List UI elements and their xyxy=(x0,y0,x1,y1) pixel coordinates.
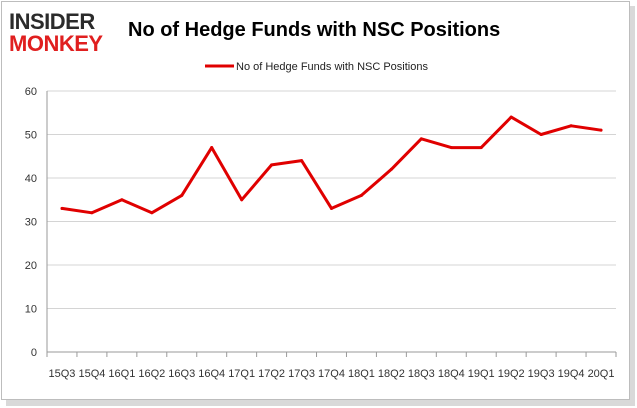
chart-title: No of Hedge Funds with NSC Positions xyxy=(128,19,500,41)
data-point xyxy=(240,198,244,202)
y-tick-label: 20 xyxy=(25,260,37,272)
data-point xyxy=(449,146,453,150)
legend: No of Hedge Funds with NSC Positions xyxy=(205,61,428,73)
chart-border xyxy=(1,1,630,400)
data-point xyxy=(210,146,214,150)
x-tick-label: 18Q2 xyxy=(378,368,405,380)
x-tick-label: 15Q3 xyxy=(49,368,76,380)
y-tick-label: 50 xyxy=(25,130,37,142)
data-point xyxy=(509,115,513,119)
data-point xyxy=(569,124,573,128)
x-tick-label: 17Q4 xyxy=(318,368,345,380)
x-tick-label: 20Q1 xyxy=(588,368,615,380)
plot-grid xyxy=(47,90,616,353)
x-tick-label: 19Q1 xyxy=(468,368,495,380)
data-point xyxy=(479,146,483,150)
x-tick-label: 16Q4 xyxy=(198,368,225,380)
logo-line-1: INSIDER xyxy=(9,9,95,34)
data-point xyxy=(60,206,64,210)
data-point xyxy=(180,193,184,197)
data-point xyxy=(419,137,423,141)
data-point xyxy=(359,193,363,197)
x-tick-label: 16Q3 xyxy=(168,368,195,380)
x-tick-label: 17Q2 xyxy=(258,368,285,380)
x-tick-label: 17Q1 xyxy=(228,368,255,380)
y-tick-label: 30 xyxy=(25,217,37,229)
y-axis: 0 10 20 30 40 50 60 xyxy=(25,86,48,359)
x-tick-label: 16Q1 xyxy=(108,368,135,380)
x-tick-label: 19Q4 xyxy=(558,368,585,380)
data-point xyxy=(539,133,543,136)
y-tick-label: 10 xyxy=(25,304,37,316)
legend-label: No of Hedge Funds with NSC Positions xyxy=(236,61,428,73)
data-point xyxy=(150,211,154,215)
data-point xyxy=(270,163,274,167)
x-tick-label: 19Q2 xyxy=(498,368,525,380)
x-tick-label: 15Q4 xyxy=(78,368,105,380)
x-tick-label: 17Q3 xyxy=(288,368,315,380)
y-tick-label: 0 xyxy=(31,347,37,359)
x-tick-label: 16Q2 xyxy=(138,368,165,380)
x-tick-label: 18Q1 xyxy=(348,368,375,380)
insider-monkey-logo: INSIDER MONKEY xyxy=(9,9,104,56)
data-point xyxy=(300,159,304,163)
x-tick-label: 18Q3 xyxy=(408,368,435,380)
data-point xyxy=(599,128,603,132)
data-point xyxy=(330,206,333,210)
x-axis: 15Q3 15Q4 16Q1 16Q2 16Q3 16Q4 17Q1 17Q2 17Q3 17Q4… xyxy=(46,352,617,380)
x-tick-label: 19Q3 xyxy=(528,368,555,380)
data-point xyxy=(90,211,94,215)
x-tick-label: 18Q4 xyxy=(438,368,465,380)
data-point xyxy=(120,198,124,202)
series-layer xyxy=(60,115,603,215)
data-point xyxy=(389,167,393,171)
logo-line-2: MONKEY xyxy=(9,31,103,56)
y-tick-label: 40 xyxy=(25,173,37,185)
y-tick-label: 60 xyxy=(25,86,37,98)
